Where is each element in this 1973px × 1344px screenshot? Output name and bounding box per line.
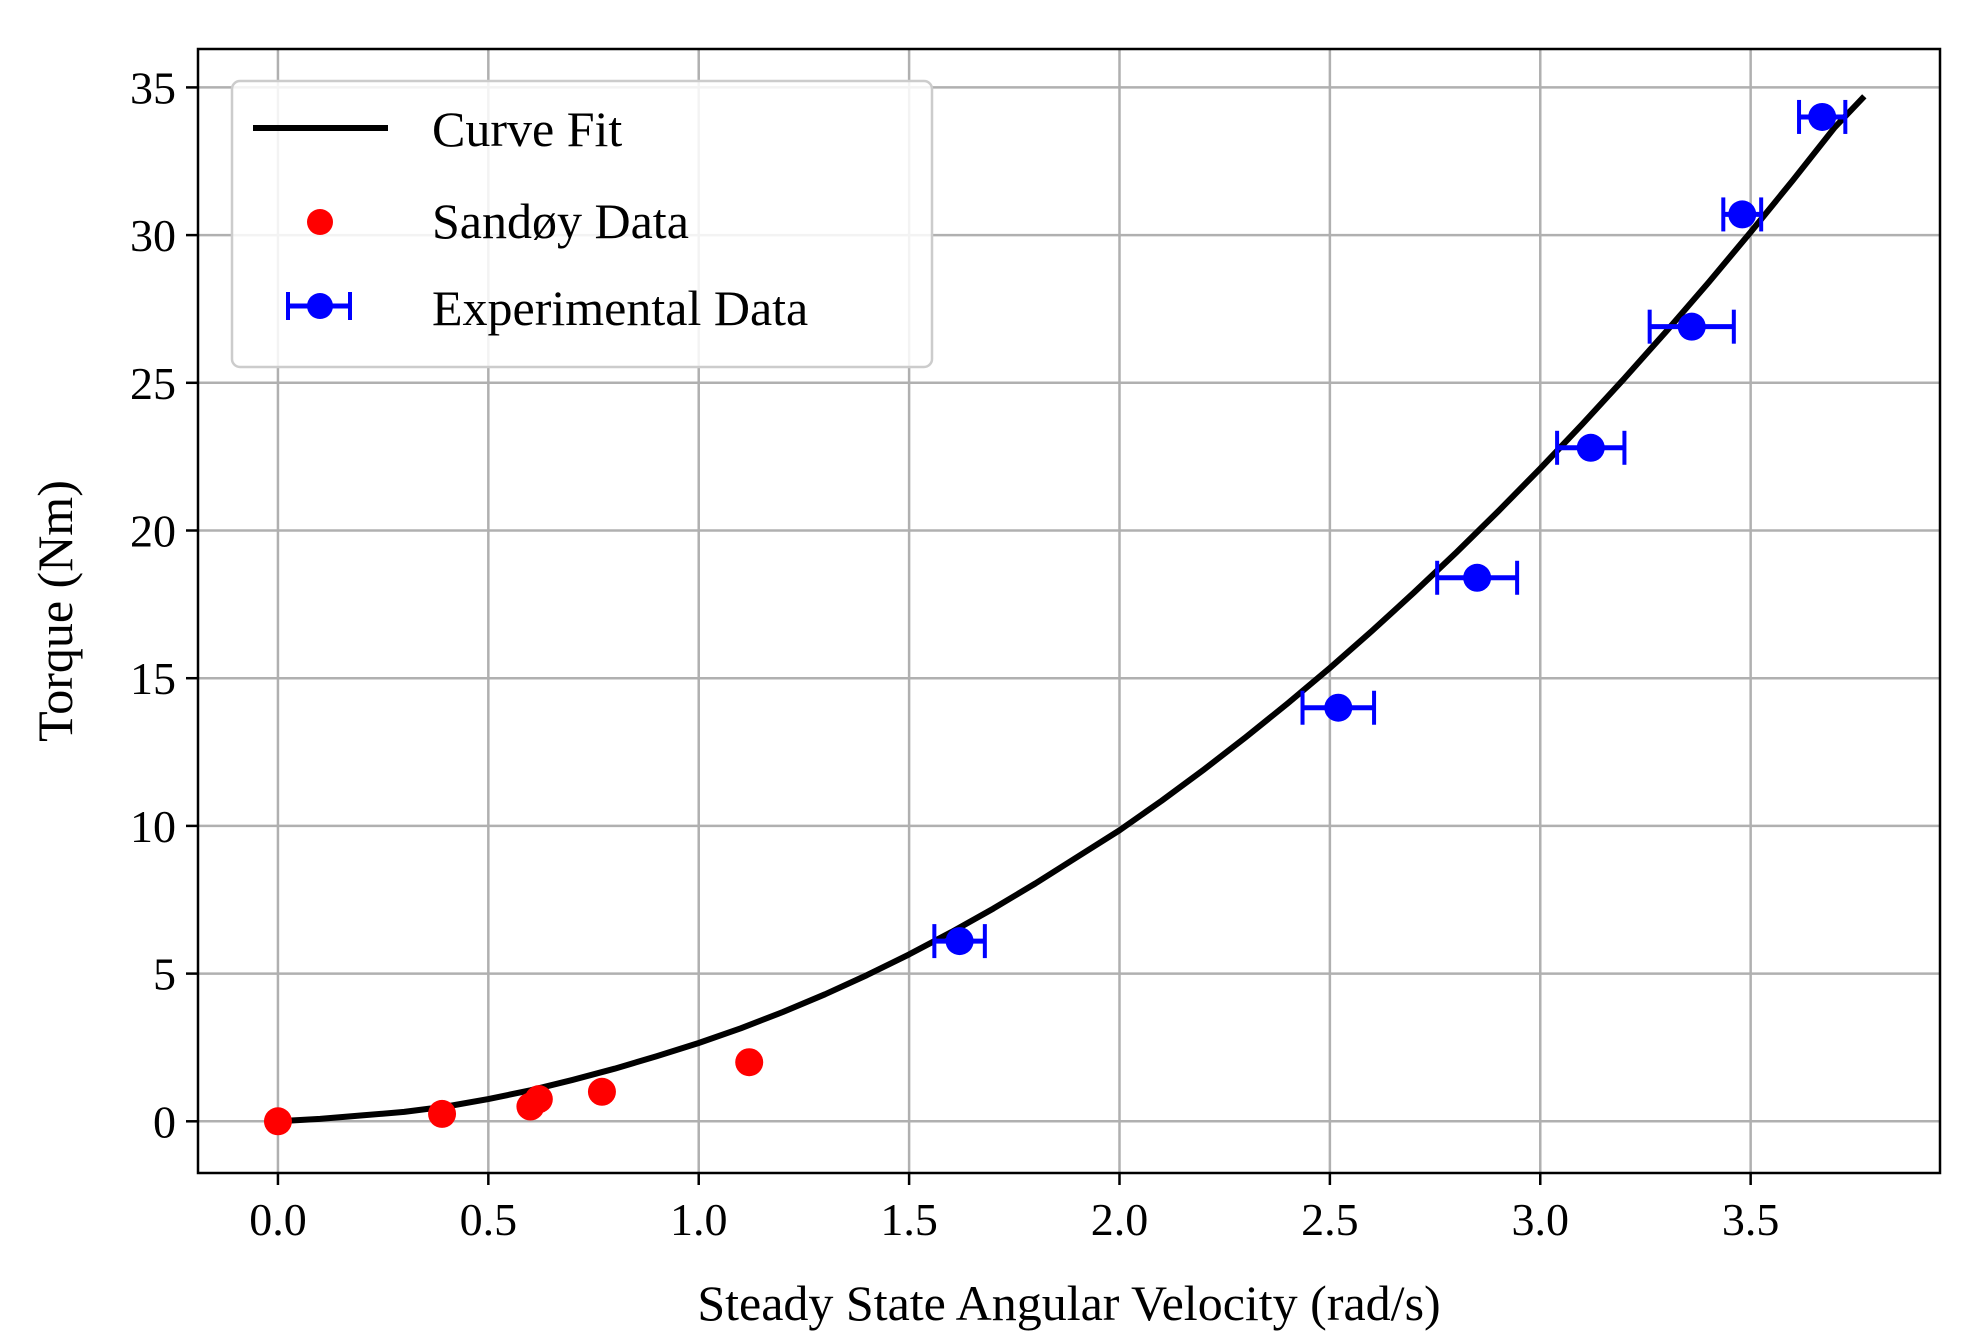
series-layer bbox=[263, 94, 1867, 1136]
sandoy-data-point bbox=[263, 1107, 292, 1136]
y-axis-label: Torque (Nm) bbox=[27, 480, 83, 742]
grid bbox=[198, 49, 1940, 1173]
experimental-data-point bbox=[1677, 312, 1706, 341]
sandoy-data-point bbox=[428, 1099, 457, 1128]
x-tick-label: 3.5 bbox=[1722, 1194, 1780, 1245]
legend-sandoy-swatch bbox=[307, 209, 333, 235]
x-tick-label: 1.0 bbox=[670, 1194, 728, 1245]
experimental-data-point bbox=[1728, 200, 1757, 229]
experimental-data-point bbox=[1808, 102, 1837, 131]
legend-experimental-swatch bbox=[286, 292, 352, 320]
x-tick-label: 3.0 bbox=[1512, 1194, 1570, 1245]
y-tick-label: 30 bbox=[130, 210, 176, 261]
sandoy-data-point bbox=[735, 1048, 764, 1077]
y-tick-label: 5 bbox=[153, 949, 176, 1000]
x-tick-label: 2.5 bbox=[1301, 1194, 1359, 1245]
sandoy-data-point bbox=[587, 1077, 616, 1106]
y-tick-label: 35 bbox=[130, 62, 176, 113]
y-tick-label: 20 bbox=[130, 506, 176, 557]
legend-frame bbox=[230, 79, 934, 369]
x-tick-label: 0.0 bbox=[249, 1194, 307, 1245]
plot-frame bbox=[196, 47, 1942, 1175]
x-axis-label: Steady State Angular Velocity (rad/s) bbox=[697, 1275, 1440, 1331]
x-tick-label: 1.5 bbox=[880, 1194, 938, 1245]
experimental-data-point bbox=[1463, 563, 1492, 592]
ticks: 0.0 0.5 1.0 1.5 2.0 2.5 3.0 3.5 0 5 10 15 20 25 30 35 bbox=[130, 62, 1779, 1245]
legend-sandoy-label: Sandøy Data bbox=[432, 193, 689, 249]
sandoy-data-point bbox=[524, 1085, 553, 1114]
legend-curve-fit-label: Curve Fit bbox=[432, 101, 622, 157]
y-tick-label: 25 bbox=[130, 358, 176, 409]
legend: Curve Fit Sandøy Data Experimental Data bbox=[230, 79, 934, 369]
experimental-data-point bbox=[1576, 433, 1605, 462]
legend-experimental-label: Experimental Data bbox=[432, 280, 808, 336]
y-tick-label: 10 bbox=[130, 801, 176, 852]
y-tick-label: 0 bbox=[153, 1096, 176, 1147]
experimental-data-point bbox=[945, 927, 974, 956]
y-tick-label: 15 bbox=[130, 653, 176, 704]
experimental-data-point bbox=[1324, 693, 1353, 722]
x-tick-label: 2.0 bbox=[1091, 1194, 1149, 1245]
x-tick-label: 0.5 bbox=[460, 1194, 518, 1245]
